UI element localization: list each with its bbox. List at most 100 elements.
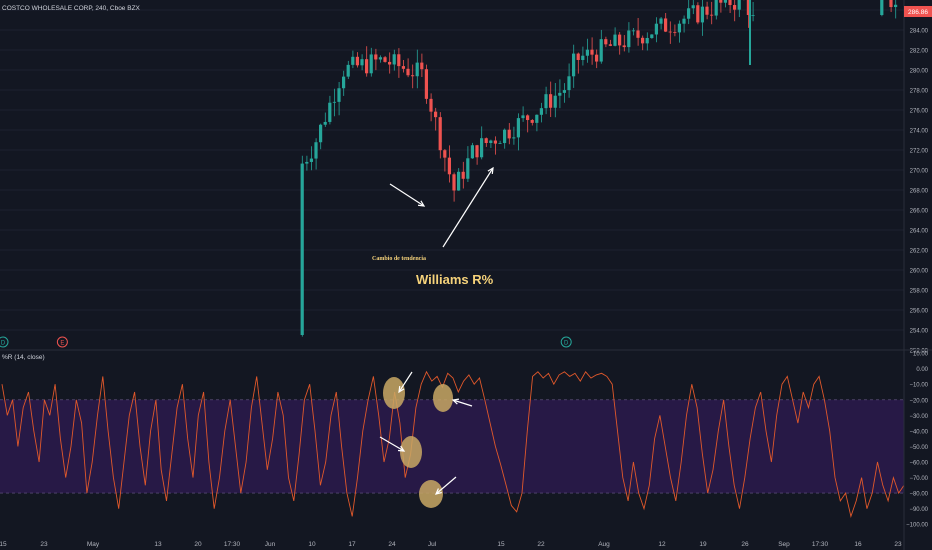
williams-r-group [1,370,905,519]
time-tick-label: Sep [778,541,790,548]
price-tick-label: 258.00 [910,289,929,295]
event-marker-circle[interactable] [56,336,68,348]
candle-body [636,30,640,38]
candle-body [696,5,700,23]
candle-body [728,0,732,6]
candle-body [447,157,451,175]
candle-body [452,174,456,191]
candle-body [613,34,617,46]
event-marker-circle[interactable] [560,336,572,348]
candle-body [438,117,442,151]
price-tick-label: 274.00 [910,129,929,135]
wr-tick-label: 0.00 [916,367,928,373]
candle-body [549,94,553,108]
symbol-title: COSTCO WHOLESALE CORP, 240, Cboe BZX [2,5,141,12]
candle-body [631,30,635,32]
candle-body [332,101,336,103]
wr-overbought-oversold-band [0,399,904,494]
price-tick-label: 282.00 [910,49,929,55]
wr-arrow-1 [398,371,413,393]
candle-body [503,129,507,144]
candle-body [595,54,599,62]
candle-body [581,55,585,60]
candle-body [677,23,681,33]
candle-body [457,171,461,191]
candle-body [737,0,741,10]
indicator-title[interactable]: %R (14, close) [2,354,45,361]
wr-arrow-3-head [397,445,406,452]
candle-body [714,0,718,16]
candle-body [553,95,557,108]
time-tick-label: 20 [194,541,202,548]
time-tick-label: 26 [741,541,749,548]
price-tick-label: 268.00 [910,189,929,195]
candle-body [562,90,566,93]
candle-body [480,138,484,158]
candle-body [894,4,898,8]
wr-arrow-3 [379,436,405,452]
time-tick-label: 16 [854,541,862,548]
time-tick-label: Jun [265,541,276,548]
candle-body [618,34,622,46]
wr-arrow-2 [452,399,473,407]
candle-body [659,18,663,24]
price-tick-label: 272.00 [910,149,929,155]
candle-body [705,6,709,15]
candle-body [429,98,433,112]
time-tick-label: 17 [348,541,356,548]
wr-tick-label: 10.00 [913,352,929,358]
price-tick-label: 266.00 [910,209,929,215]
candle-body [558,92,562,96]
wr-tick-label: −80.00 [909,492,928,498]
candle-body [585,49,589,56]
candle-body [337,88,341,102]
price-tick-label: 284.00 [910,29,929,35]
candle-body [498,143,502,144]
candle-body [470,145,474,159]
event-marker-circle[interactable] [0,336,9,348]
grid-group [0,9,904,351]
event-marker-label[interactable]: D [1,341,6,347]
event-marker-label[interactable]: E [60,341,64,347]
candle-body [374,54,378,60]
candle-body [342,76,346,89]
time-axis-group[interactable]: 15 23 May 13 20 17:30 Jun 10 17 24 Jul 15 22 Aug 12 19 2… [0,541,902,548]
wr-arrow-4 [435,476,457,495]
price-tick-label: 256.00 [910,309,929,315]
uptrend-arrow-head [487,166,494,175]
price-tick-label: 278.00 [910,89,929,95]
candle-body [378,57,382,60]
candle-body [682,18,686,24]
candle-body [733,5,737,10]
candle-body [484,138,488,144]
highlight-ellipse [400,436,422,468]
candle-body [305,161,309,164]
williams-r-line [1,370,905,519]
wr-tick-label: −100.00 [906,523,929,529]
candle-body [700,6,704,23]
time-tick-label: 23 [894,541,902,548]
time-tick-label: 13 [154,541,162,548]
candle-body [746,0,750,16]
candle-body [351,56,355,65]
price-tick-label: 254.00 [910,329,929,335]
indicator-axis-group[interactable]: 10.00 0.00 −10.00 −20.00 −30.00 −40.00 −50.00 −… [906,352,929,529]
candle-body [590,49,594,55]
event-marker-label[interactable]: D [564,341,569,347]
candle-body [516,118,520,138]
candle-body [369,54,373,74]
candle-body [346,64,350,77]
price-tick-label: 252.00 [910,349,929,355]
candle-body [411,75,415,77]
candle-body [622,45,626,48]
time-tick-label: Jul [428,541,437,548]
annotation-arrows-group [379,166,494,495]
wr-tick-label: −60.00 [909,461,928,467]
candle-body [710,14,714,16]
wr-arrow-1-head [398,385,405,394]
candle-body [604,39,608,45]
candle-body [392,54,396,65]
time-tick-label: May [87,541,100,548]
